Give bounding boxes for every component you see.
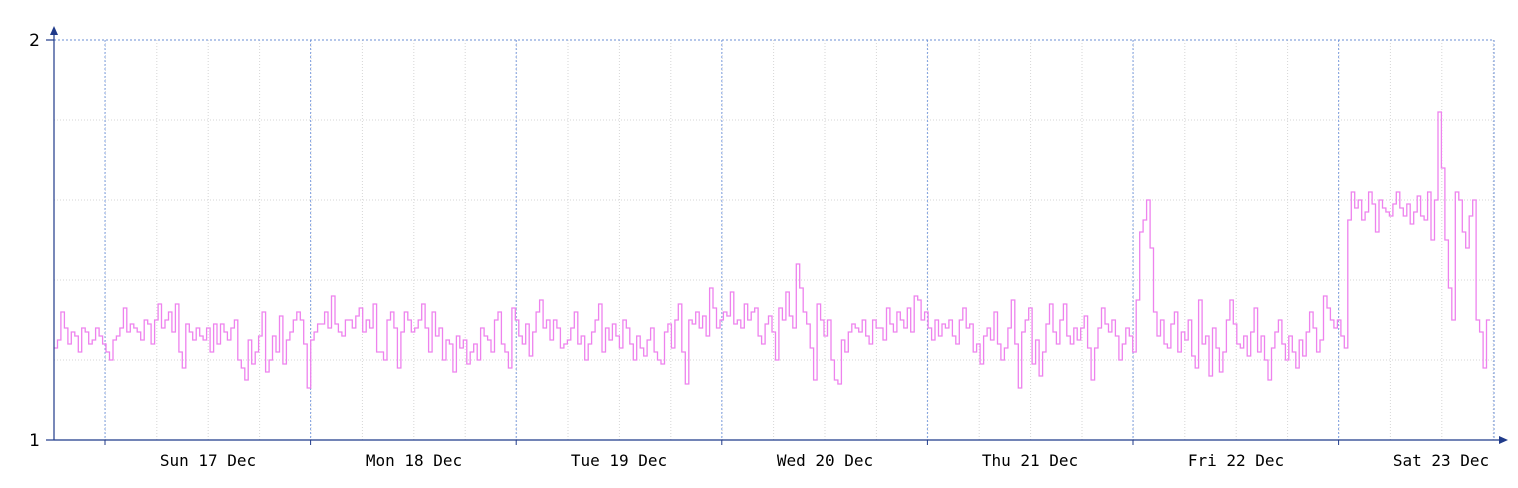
x-tick-label-sat: Sat 23 Dec [1393, 451, 1489, 470]
x-axis-arrow [1499, 436, 1508, 444]
x-ticks [104, 440, 1340, 445]
x-tick-labels: Sun 17 Dec Mon 18 Dec Tue 19 Dec Wed 20 … [160, 451, 1489, 470]
x-tick-label-thu: Thu 21 Dec [982, 451, 1078, 470]
x-tick-label-mon: Mon 18 Dec [366, 451, 462, 470]
y-axis-arrow [50, 26, 58, 35]
y-axis: 1 2 [29, 26, 58, 451]
x-tick-label-tue: Tue 19 Dec [571, 451, 667, 470]
x-axis: Sun 17 Dec Mon 18 Dec Tue 19 Dec Wed 20 … [54, 436, 1508, 470]
y-tick-label-2: 2 [29, 31, 40, 51]
x-tick-label-wed: Wed 20 Dec [777, 451, 873, 470]
series-line [54, 111, 1490, 389]
y-tick-label-1: 1 [29, 431, 40, 451]
x-tick-label-fri: Fri 22 Dec [1188, 451, 1284, 470]
minor-grid [54, 40, 1494, 440]
x-tick-label-sun: Sun 17 Dec [160, 451, 256, 470]
